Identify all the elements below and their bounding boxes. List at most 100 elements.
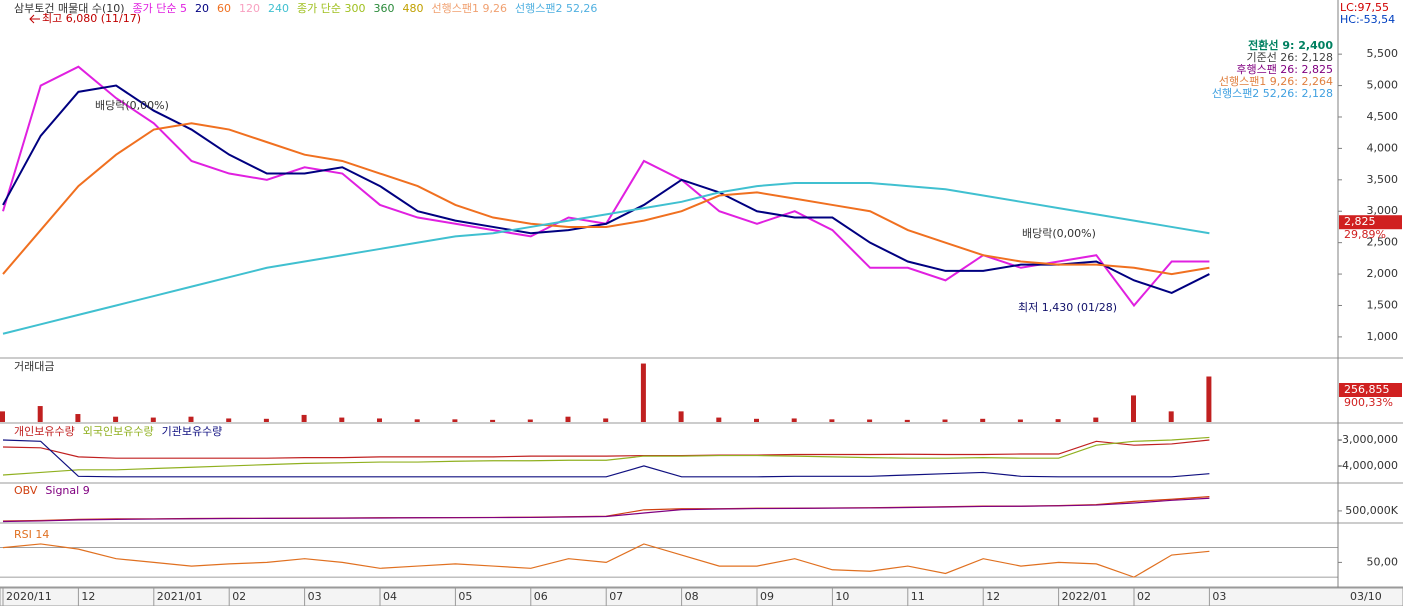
series-line [2, 439, 1210, 459]
legend-entry: 120 [239, 2, 260, 15]
x-tick-label: 02 [1137, 590, 1151, 603]
legend-entry: 선행스팬2 52,26 [515, 2, 597, 15]
bar [113, 416, 119, 422]
bar [1017, 419, 1023, 422]
y-tick-label: -3,000,000 [1338, 433, 1398, 446]
y-tick-label: 1,000 [1367, 330, 1399, 343]
x-tick-label: 2020/11 [6, 590, 52, 603]
bar [565, 416, 571, 422]
bar [339, 417, 345, 422]
x-tick-label: 11 [911, 590, 925, 603]
legend-entry: OBV [14, 484, 38, 497]
bar [603, 418, 609, 422]
x-tick-label: 04 [383, 590, 397, 603]
volume-marker [1339, 383, 1402, 397]
legend-entry: 종가 단순 5 [133, 2, 187, 15]
bar [527, 419, 533, 422]
x-tick-label: 12 [81, 590, 95, 603]
x-tick-label: 05 [458, 590, 472, 603]
bar [37, 406, 43, 422]
series-line [2, 122, 1210, 276]
info-line: 선행스팬1 9,26: 2,264 [1219, 75, 1333, 88]
bar [188, 416, 194, 422]
legend-entry: 외국인보유수량 [83, 425, 154, 438]
annotation: 최저 1,430 (01/28) [1018, 301, 1117, 314]
info-line: 선행스팬2 52,26: 2,128 [1212, 87, 1333, 100]
y-tick-label: -4,000,000 [1338, 459, 1398, 472]
corner-label: LC:97,55 [1340, 1, 1389, 14]
x-tick-label: 10 [835, 590, 849, 603]
legend-entry: 삼부토건 매물대 수(10) [14, 2, 125, 15]
x-tick-label: 2021/01 [157, 590, 203, 603]
bar [716, 417, 722, 422]
legend-entry: 20 [195, 2, 209, 15]
y-tick-label: 4,000 [1367, 141, 1399, 154]
annotation: 배당락(0,00%) [1022, 227, 1096, 240]
bar [150, 417, 156, 422]
bar [301, 414, 307, 422]
bar [829, 419, 835, 422]
y-tick-label: 50,00 [1367, 555, 1399, 568]
y-tick-label: 5,000 [1367, 79, 1399, 92]
info-line: 전환선 9: 2,400 [1248, 38, 1333, 52]
x-tick-label: 12 [986, 590, 1000, 603]
bar [263, 418, 269, 422]
y-tick-label: 1,500 [1367, 298, 1399, 311]
legend-entry: 개인보유수량 [14, 425, 75, 438]
bar [678, 411, 684, 422]
bar [1206, 376, 1212, 422]
bar [75, 414, 81, 422]
bar [904, 419, 910, 422]
series-line [2, 436, 1210, 476]
legend-entry: 거래대금 [14, 360, 54, 373]
y-tick-label: 3,000 [1367, 204, 1399, 217]
legend-entry: 480 [403, 2, 424, 15]
legend-entry: Signal 9 [45, 484, 89, 497]
price-change: 29,89% [1344, 228, 1386, 241]
x-tick-label: 02 [232, 590, 246, 603]
bar [791, 418, 797, 422]
info-line: 기준선 26: 2,128 [1246, 51, 1333, 64]
legend-entry: 선행스팬1 9,26 [432, 2, 507, 15]
annotation-arrow [29, 14, 40, 24]
legend-entry: 360 [374, 2, 395, 15]
bar [1055, 419, 1061, 422]
legend-entry: RSI 14 [14, 528, 49, 541]
price-marker [1339, 215, 1402, 230]
bar [1131, 395, 1136, 422]
annotation: 최고 6,080 (11/17) [42, 12, 141, 25]
x-axis-band [0, 587, 1403, 606]
bar [490, 419, 496, 422]
x-tick-label: 06 [534, 590, 548, 603]
x-tick-label: 08 [685, 590, 699, 603]
y-tick-label: 2,500 [1367, 236, 1399, 249]
bar [452, 419, 458, 422]
bar [1168, 411, 1174, 422]
x-tick-label: 03 [1212, 590, 1226, 603]
series-line [2, 497, 1210, 523]
legend-entry: 60 [217, 2, 231, 15]
volume-label: 256,855 [1344, 383, 1390, 396]
bar [980, 418, 986, 422]
bar [1093, 417, 1099, 422]
legend-entry: 240 [268, 2, 289, 15]
x-tick-label: 07 [609, 590, 623, 603]
x-tick-label: 09 [760, 590, 774, 603]
bar [414, 419, 420, 422]
annotation: 배당락(0,00%) [95, 99, 169, 112]
corner-label: HC:-53,54 [1340, 13, 1395, 26]
y-tick-label: 2,000 [1367, 267, 1399, 280]
series-line [2, 84, 1210, 294]
volume-change: 900,33% [1344, 396, 1393, 409]
y-tick-label: 3,500 [1367, 173, 1399, 186]
series-line [2, 439, 1210, 478]
bar [942, 419, 948, 422]
series-line [2, 181, 1210, 335]
bar [0, 411, 5, 422]
y-tick-label: 4,500 [1367, 110, 1399, 123]
x-tick-label: 2022/01 [1062, 590, 1108, 603]
y-tick-label: 500,000K [1345, 504, 1398, 517]
bar [754, 418, 759, 422]
